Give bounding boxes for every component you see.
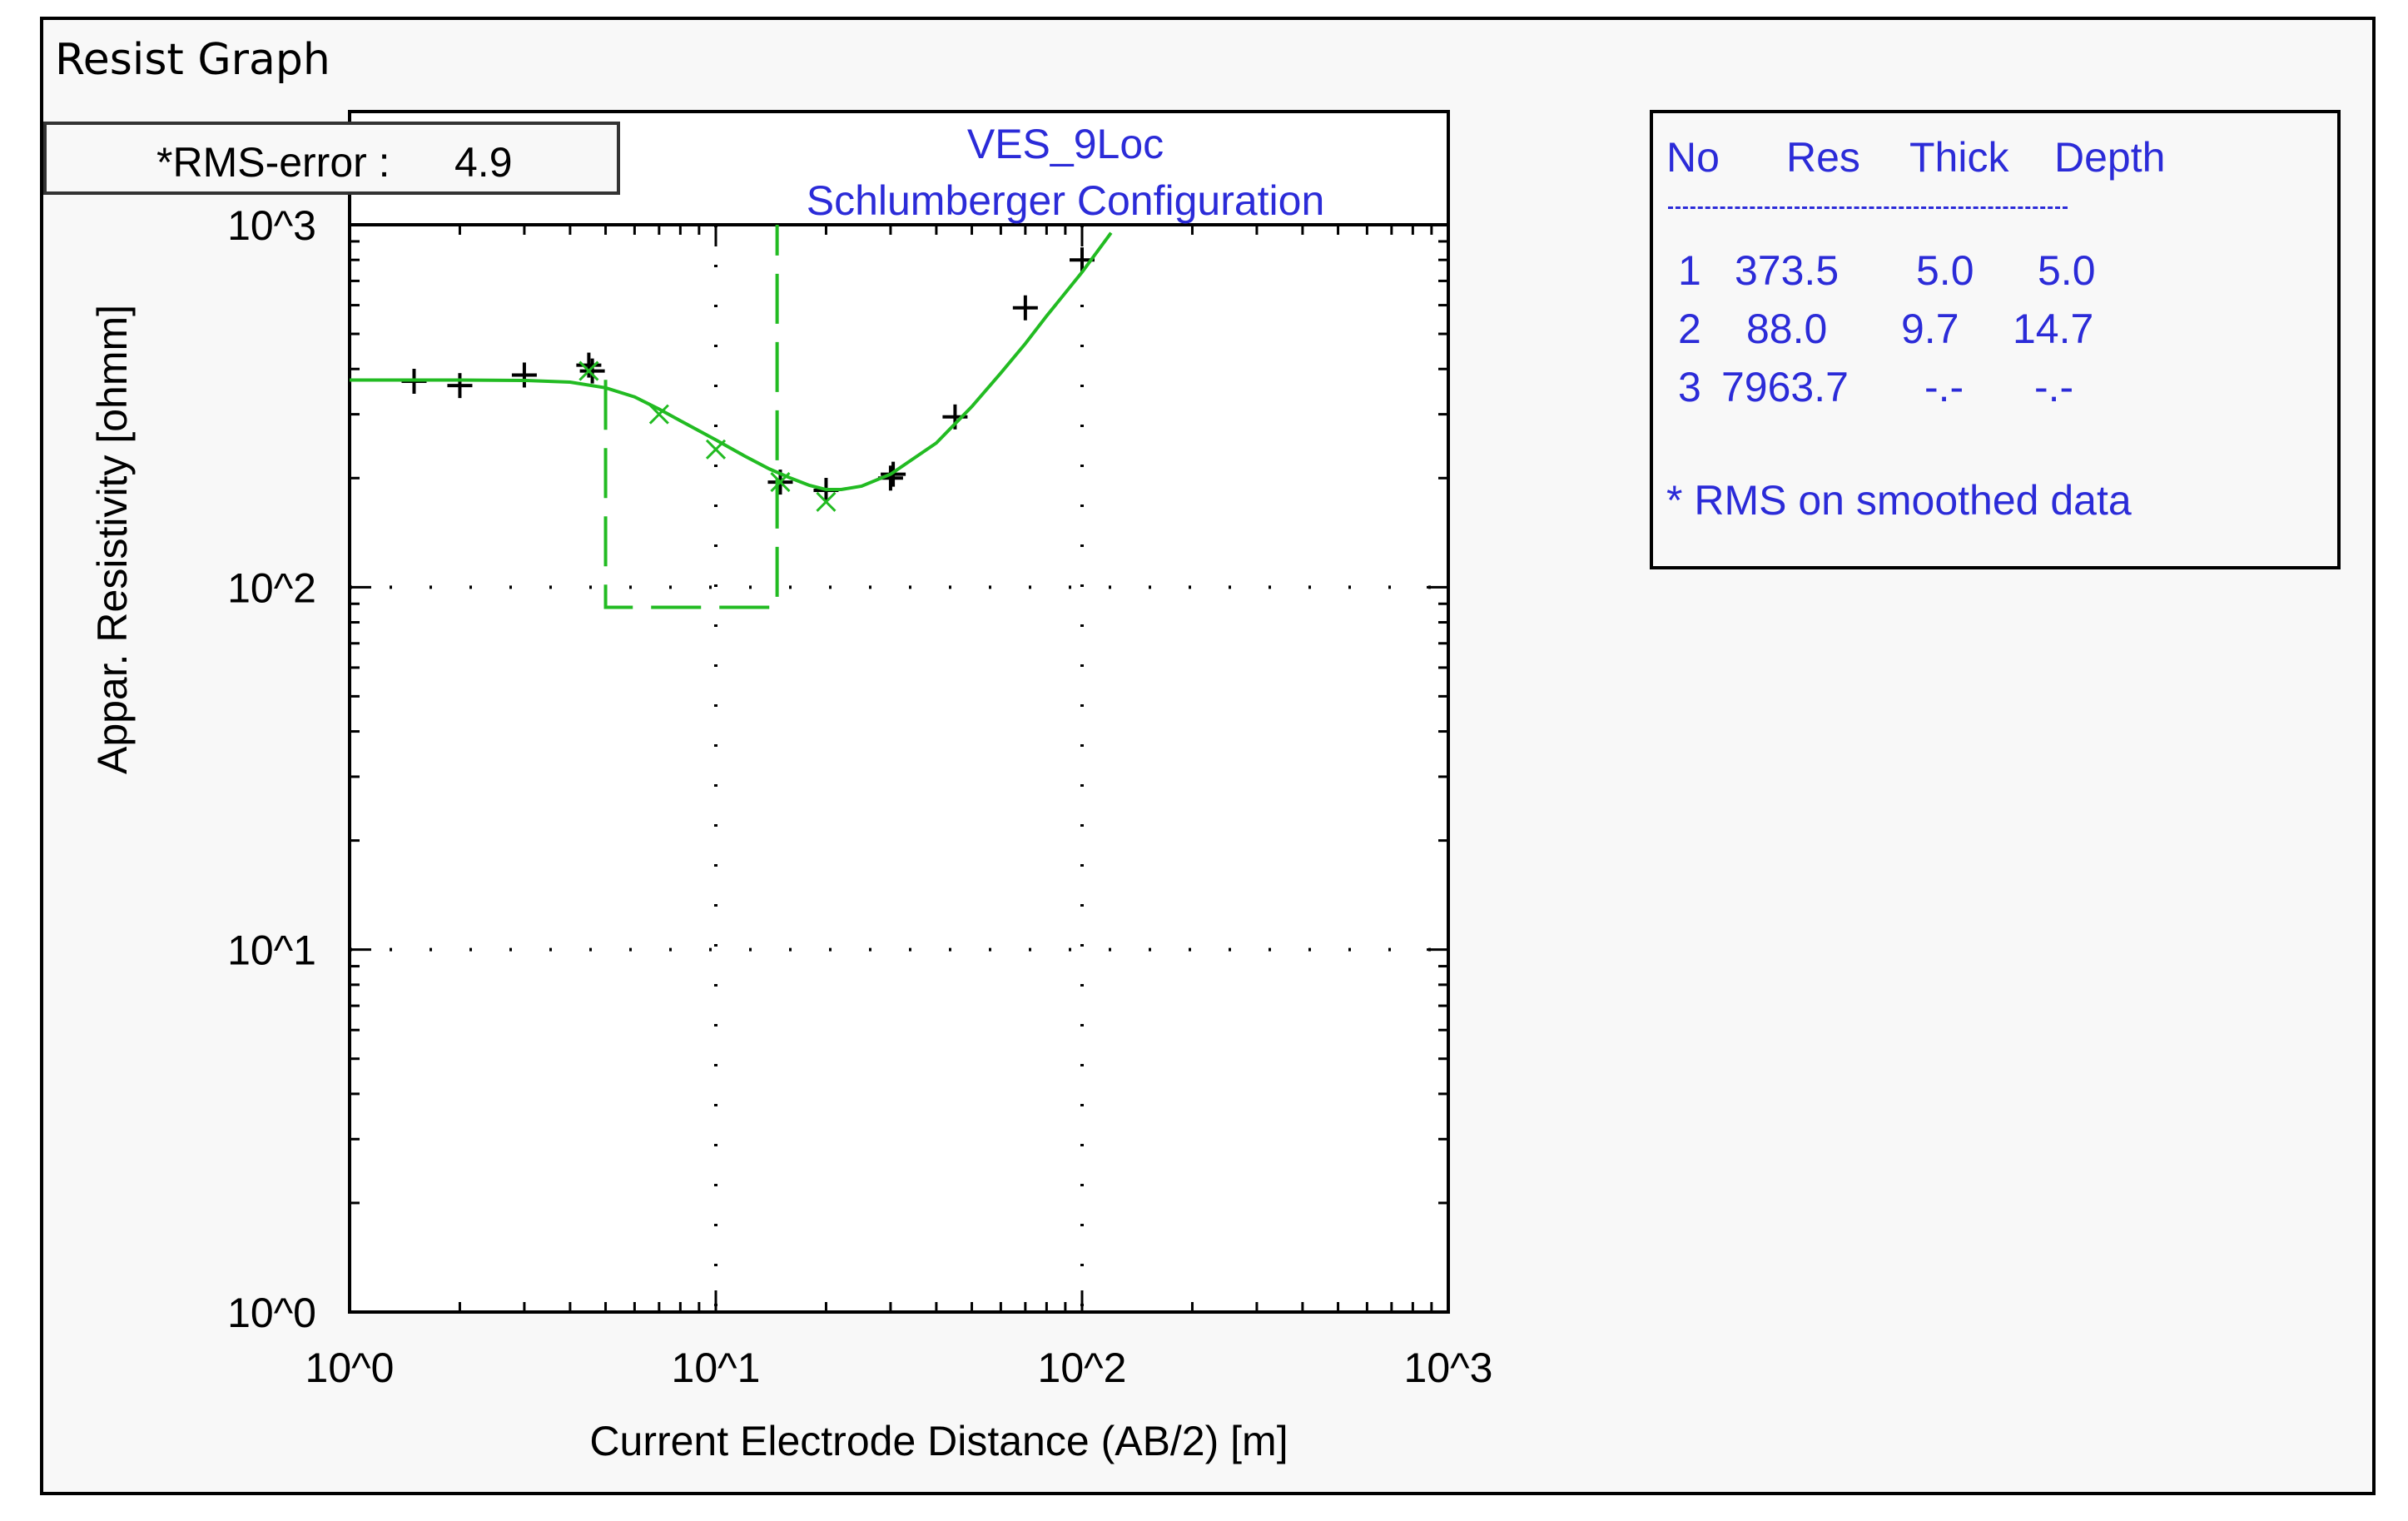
chart-title: VES_9Loc — [967, 121, 1164, 167]
layer-res: 88.0 — [1746, 306, 1828, 352]
layer-parameters-panel: No Res Thick Depth 1 373.5 5.0 5.0 2 88.… — [1650, 110, 2341, 569]
chart-subtitle: Schlumberger Configuration — [807, 177, 1325, 224]
rms-error-value: 4.9 — [454, 139, 513, 186]
rms-note: * RMS on smoothed data — [1666, 477, 2132, 524]
x-axis-label: Current Electrode Distance (AB/2) [m] — [589, 1418, 1288, 1464]
layer-no: 2 — [1678, 306, 1701, 352]
smoothed-point — [648, 404, 669, 425]
rms-error-box: *RMS-error : 4.9 — [43, 122, 620, 195]
plot-area — [350, 225, 1113, 609]
header-depth: Depth — [2054, 134, 2166, 181]
x-tick-label: 10^2 — [1038, 1345, 1127, 1391]
layer-depth: 14.7 — [2013, 306, 2094, 352]
smoothed-point — [816, 491, 837, 512]
layer-no: 1 — [1678, 247, 1701, 294]
x-tick-label: 10^0 — [305, 1345, 395, 1391]
x-tick-label: 10^1 — [672, 1345, 761, 1391]
fitted-curve — [350, 231, 1113, 492]
observed-point — [579, 358, 605, 384]
layer-thick: 5.0 — [1916, 247, 1974, 294]
observed-point — [447, 373, 473, 399]
y-tick-label: 10^2 — [227, 564, 316, 611]
y-tick-label: 10^3 — [227, 202, 316, 249]
observed-point — [576, 352, 602, 378]
header-no: No — [1666, 134, 1720, 181]
y-tick-label: 10^0 — [227, 1290, 316, 1336]
layer-depth: 5.0 — [2038, 247, 2096, 294]
y-tick-label: 10^1 — [227, 927, 316, 974]
rms-error-label: *RMS-error : — [156, 139, 390, 186]
header-res: Res — [1786, 134, 1860, 181]
y-axis-label: Appar. Resistivity [ohmm] — [89, 305, 136, 774]
smoothed-point — [578, 360, 599, 381]
observed-point — [1012, 295, 1038, 321]
x-tick-label: 10^3 — [1404, 1345, 1493, 1391]
layer-model-line — [603, 225, 779, 609]
layer-no: 3 — [1678, 364, 1701, 410]
header-thick: Thick — [1909, 134, 2009, 181]
layer-thick: -.- — [1924, 364, 1964, 410]
layer-depth: -.- — [2034, 364, 2074, 410]
layer-res: 373.5 — [1735, 247, 1840, 294]
chart-frame — [348, 110, 1450, 1314]
layer-thick: 9.7 — [1901, 306, 1959, 352]
observed-point — [511, 362, 537, 388]
layer-res: 7963.7 — [1721, 364, 1849, 410]
header-separator — [1668, 206, 2068, 209]
window-title: Resist Graph — [55, 35, 330, 85]
